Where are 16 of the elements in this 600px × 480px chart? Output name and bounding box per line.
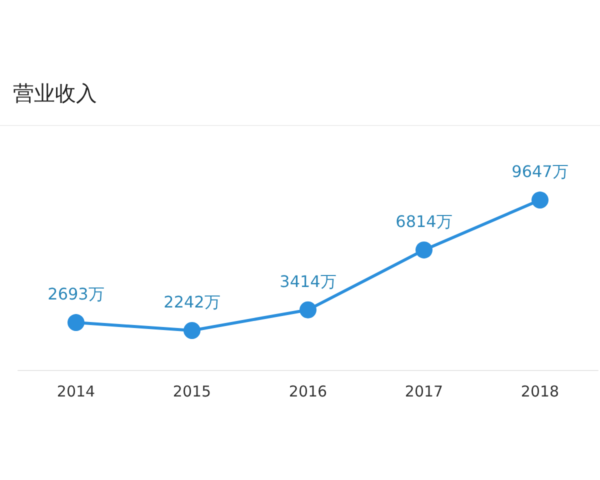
- data-label: 9647万: [512, 162, 568, 182]
- data-label: 2242万: [164, 292, 220, 312]
- data-label: 2693万: [48, 284, 104, 304]
- point: [532, 192, 548, 209]
- x-tick-label: 2014: [56, 382, 96, 400]
- point: [300, 301, 316, 318]
- point: [68, 314, 84, 332]
- x-tick-label: 2018: [520, 382, 560, 400]
- x-tick-label: 2016: [288, 382, 328, 400]
- chart-title: 营业收入: [13, 82, 97, 106]
- data-label: 3414万: [280, 272, 336, 291]
- data-label: 6814万: [396, 212, 452, 231]
- x-tick-label: 2017: [404, 382, 444, 400]
- point: [184, 322, 200, 339]
- point: [416, 241, 432, 258]
- x-tick-label: 2015: [172, 382, 212, 400]
